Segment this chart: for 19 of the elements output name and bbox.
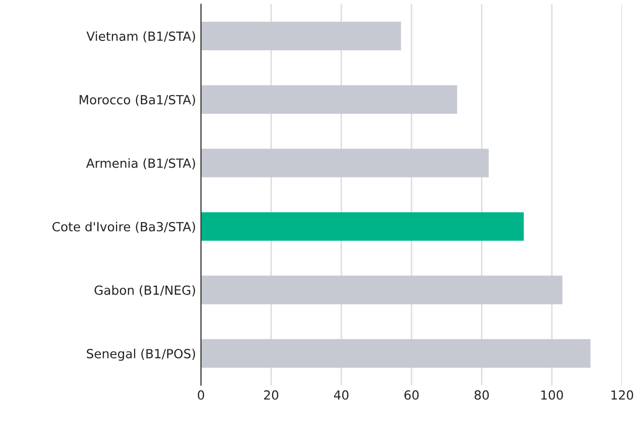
bar xyxy=(200,148,489,178)
bar xyxy=(200,276,562,304)
x-tick-label: 20 xyxy=(264,390,278,400)
bar xyxy=(200,212,524,241)
x-tick-label: 80 xyxy=(474,390,489,400)
y-tick-label: Armenia (B1/STA) xyxy=(86,158,196,170)
x-tick-label: 60 xyxy=(404,390,419,400)
y-tick-label: Cote d'Ivoire (Ba3/STA) xyxy=(52,222,196,233)
x-tick-label: 120 xyxy=(611,390,634,400)
bar xyxy=(200,85,458,114)
bar xyxy=(200,22,401,50)
x-tick-label: 0 xyxy=(198,390,204,400)
y-tick-label: Morocco (Ba1/STA) xyxy=(80,94,196,106)
x-tick-label: 100 xyxy=(541,390,563,400)
bar xyxy=(200,339,590,368)
y-tick-label: Vietnam (B1/STA) xyxy=(86,31,196,42)
y-tick-label: Gabon (B1/NEG) xyxy=(94,285,196,296)
y-tick-label: Senegal (B1/POS) xyxy=(86,348,196,361)
x-tick-label: 40 xyxy=(334,390,348,400)
